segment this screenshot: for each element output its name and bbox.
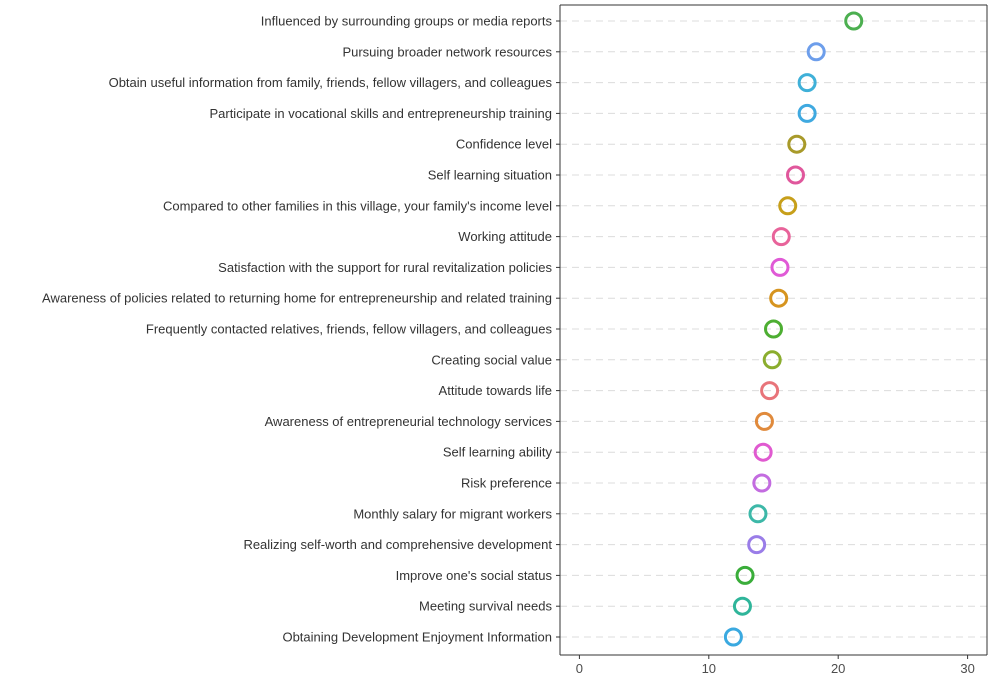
category-label: Satisfaction with the support for rural … — [218, 260, 552, 275]
data-point — [752, 473, 772, 493]
category-label: Awareness of policies related to returni… — [42, 291, 552, 306]
grid-lines — [560, 20, 987, 638]
x-axis-ticks: 0 10 20 30 — [576, 655, 975, 676]
data-point — [797, 103, 817, 123]
category-label: Participate in vocational skills and ent… — [209, 106, 552, 121]
x-tick-label: 10 — [702, 661, 716, 676]
category-label: Working attitude — [458, 229, 552, 244]
category-label: Attitude towards life — [439, 383, 552, 398]
axes — [556, 4, 988, 656]
data-point — [785, 165, 805, 185]
category-label: Frequently contacted relatives, friends,… — [146, 322, 553, 337]
category-label: Obtain useful information from family, f… — [109, 75, 553, 90]
category-label: Pursuing broader network resources — [342, 44, 552, 59]
data-point — [760, 381, 780, 401]
data-point — [778, 196, 798, 216]
data-point — [723, 627, 743, 647]
category-label: Improve one's social status — [396, 568, 553, 583]
category-label: Meeting survival needs — [419, 599, 552, 614]
data-point — [764, 319, 783, 339]
data-point — [844, 11, 864, 31]
data-point — [762, 350, 782, 370]
category-label: Self learning ability — [443, 445, 553, 460]
category-label: Realizing self-worth and comprehensive d… — [243, 537, 552, 552]
category-label: Monthly salary for migrant workers — [353, 506, 552, 521]
data-point — [771, 227, 791, 247]
category-labels: Influenced by surrounding groups or medi… — [42, 14, 552, 645]
data-point — [747, 535, 767, 555]
data-point — [806, 42, 826, 62]
category-label: Influenced by surrounding groups or medi… — [261, 14, 553, 29]
data-point — [787, 134, 807, 154]
data-point — [754, 411, 774, 431]
data-point — [769, 288, 789, 308]
x-tick-label: 0 — [576, 661, 583, 676]
x-tick-label: 20 — [831, 661, 845, 676]
category-label: Obtaining Development Enjoyment Informat… — [282, 630, 552, 645]
category-label: Creating social value — [431, 352, 552, 367]
category-label: Confidence level — [456, 137, 552, 152]
data-point — [732, 596, 752, 616]
data-points — [723, 11, 864, 647]
category-label: Compared to other families in this villa… — [163, 198, 552, 213]
data-point — [748, 504, 768, 524]
category-label: Risk preference — [461, 476, 552, 491]
data-point — [797, 73, 817, 93]
data-point — [753, 442, 773, 462]
data-point — [770, 257, 790, 277]
data-point — [735, 565, 755, 585]
category-label: Awareness of entrepreneurial technology … — [265, 414, 553, 429]
category-label: Self learning situation — [428, 168, 552, 183]
x-tick-label: 30 — [960, 661, 974, 676]
